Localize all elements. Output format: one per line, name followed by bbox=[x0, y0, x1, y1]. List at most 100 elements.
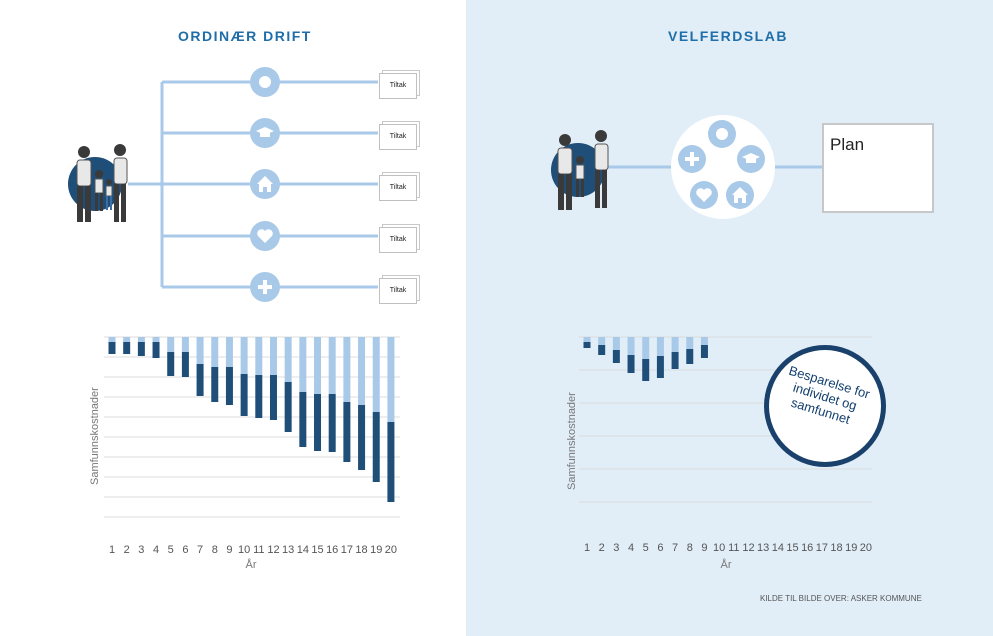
right-chart-ticks: 1 2 3 4 5 6 7 8 9 10 11 12 13 14 15 16 17 18 19 20 bbox=[584, 542, 872, 554]
x-tick-label: 10 bbox=[238, 544, 250, 556]
x-tick-label: 8 bbox=[212, 544, 218, 556]
bar-dark bbox=[387, 422, 395, 502]
bar-dark bbox=[612, 350, 620, 363]
heart-icon bbox=[250, 221, 280, 251]
service-icons-left bbox=[250, 67, 280, 302]
x-tick-label: 1 bbox=[109, 544, 115, 556]
bar-dark bbox=[137, 342, 145, 356]
bar-light bbox=[686, 337, 694, 349]
tiltak-box: Tiltak bbox=[379, 227, 417, 253]
bar-dark bbox=[255, 375, 263, 418]
x-tick-label: 18 bbox=[830, 542, 842, 554]
tiltak-box: Tiltak bbox=[379, 124, 417, 150]
bar-dark bbox=[358, 405, 366, 470]
bar-dark bbox=[211, 367, 219, 402]
x-tick-label: 6 bbox=[182, 544, 188, 556]
bar-dark bbox=[314, 394, 322, 451]
bar-dark bbox=[598, 345, 606, 355]
x-tick-label: 20 bbox=[860, 542, 872, 554]
plus-icon bbox=[678, 145, 706, 173]
bar-light bbox=[269, 337, 277, 375]
bar-dark bbox=[656, 356, 664, 378]
x-tick-label: 19 bbox=[845, 542, 857, 554]
circle-icon bbox=[250, 67, 280, 97]
x-tick-label: 3 bbox=[138, 544, 144, 556]
x-tick-label: 2 bbox=[599, 542, 605, 554]
x-tick-label: 1 bbox=[584, 542, 590, 554]
bar-dark bbox=[627, 355, 635, 373]
bar-dark bbox=[642, 359, 650, 381]
x-tick-label: 12 bbox=[742, 542, 754, 554]
x-tick-label: 13 bbox=[282, 544, 294, 556]
bar-dark bbox=[240, 374, 248, 416]
bar-dark bbox=[372, 412, 380, 482]
graduation-cap-icon bbox=[737, 145, 765, 173]
x-tick-label: 5 bbox=[168, 544, 174, 556]
savings-badge bbox=[764, 345, 886, 467]
bar-light bbox=[372, 337, 380, 412]
ordinaer-drift-panel bbox=[0, 0, 466, 636]
bar-light bbox=[656, 337, 664, 356]
x-tick-label: 17 bbox=[341, 544, 353, 556]
x-tick-label: 15 bbox=[786, 542, 798, 554]
right-ylabel: Samfunnskostnader bbox=[566, 392, 578, 490]
service-cluster bbox=[671, 115, 775, 219]
bar-dark bbox=[181, 352, 189, 377]
x-tick-label: 4 bbox=[628, 542, 634, 554]
bar-light bbox=[343, 337, 351, 402]
house-icon bbox=[250, 169, 280, 199]
bar-dark bbox=[152, 342, 160, 358]
family-illustration-left bbox=[68, 144, 128, 222]
plus-icon bbox=[250, 272, 280, 302]
bar-light bbox=[612, 337, 620, 350]
bar-dark bbox=[167, 352, 175, 376]
left-chart-grid bbox=[104, 336, 400, 518]
heart-icon bbox=[690, 181, 718, 209]
bar-dark bbox=[671, 352, 679, 369]
bar-light bbox=[328, 337, 336, 394]
x-tick-label: 13 bbox=[757, 542, 769, 554]
bar-dark bbox=[123, 342, 131, 354]
bar-dark bbox=[343, 402, 351, 462]
bar-light bbox=[627, 337, 635, 355]
x-tick-label: 14 bbox=[772, 542, 784, 554]
plan-label: Plan bbox=[830, 135, 865, 154]
tiltak-box: Tiltak bbox=[379, 73, 417, 99]
bar-dark bbox=[225, 367, 233, 405]
bar-light bbox=[583, 337, 591, 342]
left-chart-ticks: 1 2 3 4 5 6 7 8 9 10 11 12 13 14 15 16 17 18 19 20 bbox=[109, 544, 397, 556]
x-tick-label: 6 bbox=[657, 542, 663, 554]
bar-light bbox=[181, 337, 189, 352]
x-tick-label: 7 bbox=[672, 542, 678, 554]
bar-light bbox=[314, 337, 322, 394]
bar-dark bbox=[700, 345, 708, 358]
x-tick-label: 16 bbox=[326, 544, 338, 556]
bar-light bbox=[700, 337, 708, 345]
bar-dark bbox=[299, 392, 307, 447]
x-tick-label: 14 bbox=[297, 544, 309, 556]
x-tick-label: 8 bbox=[687, 542, 693, 554]
plan-card: Plan bbox=[822, 123, 934, 213]
bar-light bbox=[123, 337, 131, 342]
velferdslab-panel bbox=[466, 0, 993, 636]
x-tick-label: 11 bbox=[728, 542, 739, 554]
bar-light bbox=[152, 337, 160, 342]
graduation-cap-icon bbox=[250, 118, 280, 148]
bar-light bbox=[284, 337, 292, 382]
bar-dark bbox=[269, 375, 277, 420]
bar-light bbox=[225, 337, 233, 367]
x-tick-label: 16 bbox=[801, 542, 813, 554]
bar-light bbox=[671, 337, 679, 352]
left-ylabel: Samfunnskostnader bbox=[89, 387, 101, 485]
x-tick-label: 3 bbox=[613, 542, 619, 554]
bar-dark bbox=[686, 349, 694, 364]
x-tick-label: 17 bbox=[816, 542, 828, 554]
family-illustration-right bbox=[551, 130, 609, 210]
image-source-credit: KILDE TIL BILDE OVER: ASKER KOMMUNE bbox=[760, 594, 922, 603]
bar-light bbox=[387, 337, 395, 422]
x-tick-label: 20 bbox=[385, 544, 397, 556]
left-chart-bars bbox=[108, 337, 395, 502]
bar-light bbox=[358, 337, 366, 405]
x-tick-label: 2 bbox=[124, 544, 130, 556]
